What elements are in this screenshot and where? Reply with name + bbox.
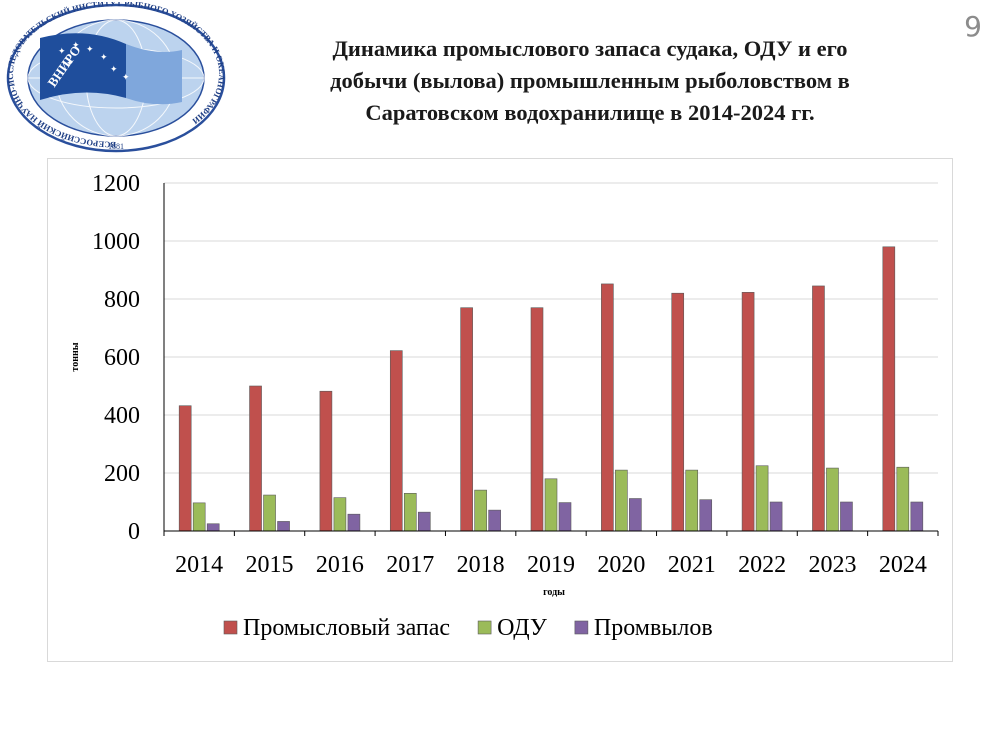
x-tick-labels: 2014 2015 2016 2017 2018 2019 2020 2021 2022 2023…: [175, 552, 927, 578]
slide-title: Динамика промыслового запаса судака, ОДУ…: [252, 33, 928, 129]
x-axis-title: годы: [543, 587, 565, 598]
legend-label-2: ОДУ: [497, 615, 547, 641]
y-tick-label: 200: [104, 461, 140, 487]
legend-swatch-1: [223, 620, 238, 635]
bar-1-2018: [460, 307, 473, 532]
y-tick-label: 400: [104, 403, 140, 429]
y-tick-label: 1200: [92, 171, 140, 197]
bar-3-2017: [417, 511, 431, 532]
x-tick-label: 2021: [668, 552, 716, 578]
legend-swatch-2: [477, 620, 492, 635]
x-tick-label: 2015: [246, 552, 294, 578]
logo-year: 1881: [108, 142, 124, 151]
x-tick-label: 2014: [175, 552, 223, 578]
bar-1-2014: [178, 405, 192, 532]
bar-3-2021: [699, 499, 713, 532]
bar-1-2015: [249, 385, 262, 532]
page-number: 9: [964, 10, 982, 43]
bar-2-2018: [474, 489, 487, 532]
gridlines: [164, 182, 938, 474]
bar-2-2022: [755, 465, 769, 532]
bar-3-2020: [629, 498, 642, 532]
y-tick-label: 0: [128, 519, 140, 545]
slide-title-line-2: добычи (вылова) промышленным рыболовство…: [330, 68, 850, 93]
bar-2-2023: [826, 467, 839, 532]
bar-3-2014: [206, 523, 220, 532]
chart-frame: 0 200 400 600 800 1000 1200 2014 2015 2016 2017 20…: [47, 158, 953, 662]
y-tick-label: 1000: [92, 229, 140, 255]
y-tick-label: 800: [104, 287, 140, 313]
logo-stars: ✦✦ ✦ ✦✦✦ ✦: [58, 40, 130, 82]
bar-2-2016: [333, 497, 347, 532]
bar-1-2023: [812, 285, 825, 532]
axes: [163, 183, 939, 536]
bar-3-2023: [840, 501, 853, 532]
bar-2-2015: [263, 494, 276, 532]
bar-2-2014: [192, 502, 206, 532]
x-tick-label: 2019: [527, 552, 575, 578]
bar-3-2015: [277, 521, 290, 532]
y-axis-title: тонны: [70, 342, 81, 371]
svg-text:✦: ✦: [122, 72, 130, 82]
bar-3-2024: [910, 501, 924, 532]
svg-text:✦: ✦: [110, 64, 118, 74]
bar-2-2021: [685, 469, 699, 532]
bar-2-2024: [896, 466, 910, 532]
bar-2-2019: [544, 478, 558, 532]
bar-1-2017: [389, 350, 403, 532]
bar-2-2020: [615, 469, 628, 532]
svg-text:✦: ✦: [100, 52, 108, 62]
legend: Промысловый запас ОДУ Промвылов: [223, 615, 713, 641]
bar-3-2019: [558, 502, 572, 532]
x-tick-label: 2024: [879, 552, 927, 578]
slide-title-line-3: Саратовском водохранилище в 2014-2024 гг…: [365, 100, 815, 125]
y-tick-labels: 0 200 400 600 800 1000 1200: [92, 171, 140, 545]
bar-3-2016: [347, 513, 361, 532]
x-tick-label: 2023: [808, 552, 856, 578]
svg-text:✦: ✦: [86, 44, 94, 54]
bar-1-2016: [319, 390, 333, 532]
legend-label-3: Промвылов: [594, 615, 713, 641]
x-tick-label: 2017: [386, 552, 434, 578]
x-tick-label: 2022: [738, 552, 786, 578]
x-tick-label: 2016: [316, 552, 364, 578]
y-tick-label: 600: [104, 345, 140, 371]
bar-1-2022: [741, 292, 755, 532]
legend-swatch-3: [574, 620, 589, 635]
bars: [178, 246, 924, 532]
legend-label-1: Промысловый запас: [243, 615, 450, 641]
vniro-logo: ✦✦✦ ✦✦✦ ✦ ВНИРО ВСЕРОССИЙСКИЙ НАУЧНО-ИСС…: [6, 2, 226, 153]
bar-3-2018: [488, 509, 501, 532]
logo-blue-flag: [40, 33, 126, 101]
slide-title-line-1: Динамика промыслового запаса судака, ОДУ…: [332, 36, 848, 61]
bar-2-2017: [403, 492, 417, 532]
svg-text:✦: ✦: [58, 46, 66, 56]
bar-3-2022: [769, 501, 783, 532]
bar-1-2024: [882, 246, 896, 532]
svg-text:✦: ✦: [66, 58, 74, 68]
x-tick-label: 2020: [597, 552, 645, 578]
bar-1-2020: [601, 283, 614, 532]
x-tick-label: 2018: [457, 552, 505, 578]
svg-text:✦: ✦: [72, 40, 80, 50]
bar-1-2021: [671, 292, 685, 532]
bar-1-2019: [530, 307, 544, 532]
logo-light-flag: [126, 44, 182, 105]
